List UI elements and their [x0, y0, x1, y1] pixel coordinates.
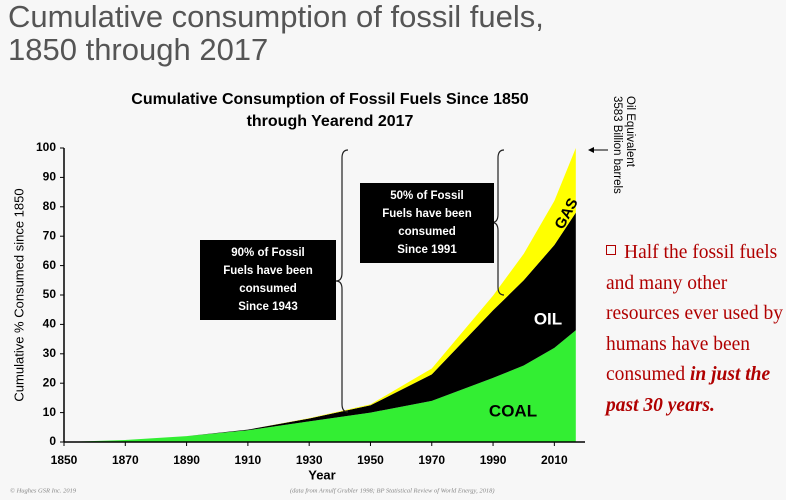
series-label: OIL	[534, 309, 562, 328]
x-tick-label: 1930	[296, 453, 323, 467]
annotation-text: consumed	[398, 226, 456, 238]
x-tick-label: 1850	[51, 453, 78, 467]
brace	[335, 149, 349, 413]
annotation-text: Fuels have been	[223, 265, 312, 277]
x-axis-label: Year	[308, 467, 335, 482]
x-tick-label: 1910	[235, 453, 262, 467]
total-label: Oil Equivalent	[624, 96, 636, 168]
y-tick-label: 20	[43, 375, 57, 389]
annotation-box	[360, 183, 494, 263]
y-axis-label: Cumulative % Consumed since 1850	[11, 188, 26, 401]
y-tick-label: 30	[43, 346, 57, 360]
slide-title: Cumulative consumption of fossil fuels, …	[8, 0, 544, 67]
y-tick-label: 100	[36, 140, 56, 154]
annotation-text: consumed	[239, 283, 297, 295]
source: (data from Arnulf Grubler 1998; BP Stati…	[290, 487, 495, 494]
total-label: 3583 Billion barrels	[611, 96, 623, 194]
y-tick-label: 80	[43, 199, 57, 213]
y-tick-label: 50	[43, 287, 57, 301]
note-emphasis: in just the past 30 years.	[606, 364, 771, 416]
area	[64, 212, 576, 442]
x-tick-label: 1990	[480, 453, 507, 467]
y-tick-label: 10	[43, 405, 57, 419]
chart-title: through Yearend 2017	[247, 113, 414, 130]
credit: © Hughes GSR Inc. 2019	[10, 487, 77, 494]
annotation-text: Since 1991	[397, 244, 457, 256]
annotation-text: Since 1943	[238, 301, 297, 313]
y-tick-label: 0	[49, 434, 56, 448]
x-tick-label: 1870	[112, 453, 139, 467]
x-tick-label: 1890	[173, 453, 200, 467]
annotation-text: 90% of Fossil	[231, 247, 305, 259]
x-tick-label: 1970	[418, 453, 445, 467]
arrow-head	[588, 147, 594, 153]
annotation-text: Fuels have been	[382, 208, 471, 220]
chart-title: Cumulative Consumption of Fossil Fuels S…	[131, 91, 529, 108]
y-tick-label: 90	[43, 170, 57, 184]
x-tick-label: 2010	[541, 453, 568, 467]
series-label: COAL	[489, 401, 537, 420]
bullet	[606, 245, 616, 255]
area	[64, 330, 576, 442]
y-tick-label: 40	[43, 317, 57, 331]
note-text: Half the fossil fuels and many other res…	[606, 242, 784, 385]
x-tick-label: 1950	[357, 453, 384, 467]
annotation-box	[200, 240, 336, 320]
y-tick-label: 70	[43, 228, 57, 242]
y-tick-label: 60	[43, 258, 57, 272]
annotation-text: 50% of Fossil	[390, 190, 464, 202]
side-note: Half the fossil fuels and many other res…	[606, 238, 784, 421]
